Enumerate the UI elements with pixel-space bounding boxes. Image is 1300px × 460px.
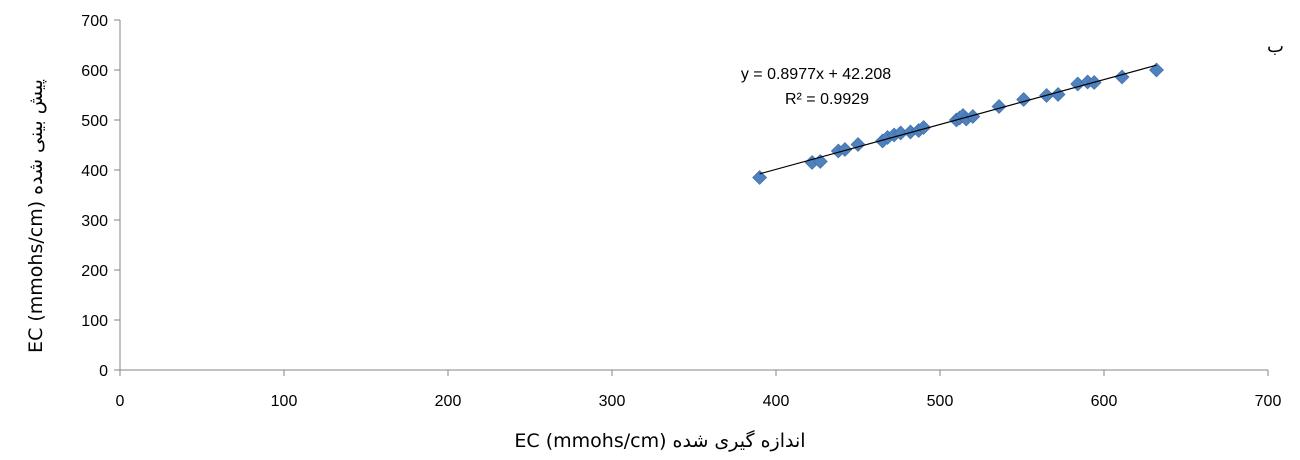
data-point bbox=[991, 99, 1007, 114]
axes bbox=[119, 20, 1268, 371]
trendline-equation: y = 0.8977x + 42.208 bbox=[741, 66, 891, 83]
y-tick-label: 0 bbox=[99, 363, 108, 380]
y-tick-label: 200 bbox=[81, 263, 108, 280]
y-tick-label: 500 bbox=[81, 113, 108, 130]
y-tick-label: 600 bbox=[81, 63, 108, 80]
y-ticks: 0 100 200 300 400 500 600 700 bbox=[81, 13, 120, 380]
r-squared-label: R² = 0.9929 bbox=[785, 91, 869, 108]
x-tick-label: 500 bbox=[927, 393, 954, 410]
data-point bbox=[837, 142, 853, 157]
x-tick-label: 300 bbox=[599, 393, 626, 410]
data-point bbox=[1016, 92, 1032, 107]
y-tick-label: 400 bbox=[81, 163, 108, 180]
data-point bbox=[916, 120, 932, 135]
x-tick-label: 400 bbox=[763, 393, 790, 410]
y-axis-title: EC (mmohs/cm) پیش بینی شده bbox=[25, 79, 47, 353]
x-tick-label: 100 bbox=[271, 393, 298, 410]
y-tick-label: 700 bbox=[81, 13, 108, 30]
trendline bbox=[759, 64, 1157, 175]
x-tick-label: 700 bbox=[1255, 393, 1282, 410]
data-point bbox=[1149, 62, 1164, 78]
data-point bbox=[850, 137, 866, 152]
x-tick-label: 0 bbox=[116, 393, 125, 410]
panel-label: ب bbox=[1267, 36, 1284, 57]
data-point bbox=[752, 170, 768, 185]
x-tick-label: 600 bbox=[1091, 393, 1118, 410]
x-axis-title: EC (mmohs/cm) اندازه گیری شده bbox=[514, 429, 805, 452]
data-point bbox=[1050, 87, 1066, 102]
y-tick-label: 300 bbox=[81, 213, 108, 230]
x-tick-label: 200 bbox=[435, 393, 462, 410]
data-point bbox=[1114, 69, 1130, 85]
x-ticks: 0 100 200 300 400 500 600 700 bbox=[116, 370, 1282, 410]
y-tick-label: 100 bbox=[81, 313, 108, 330]
